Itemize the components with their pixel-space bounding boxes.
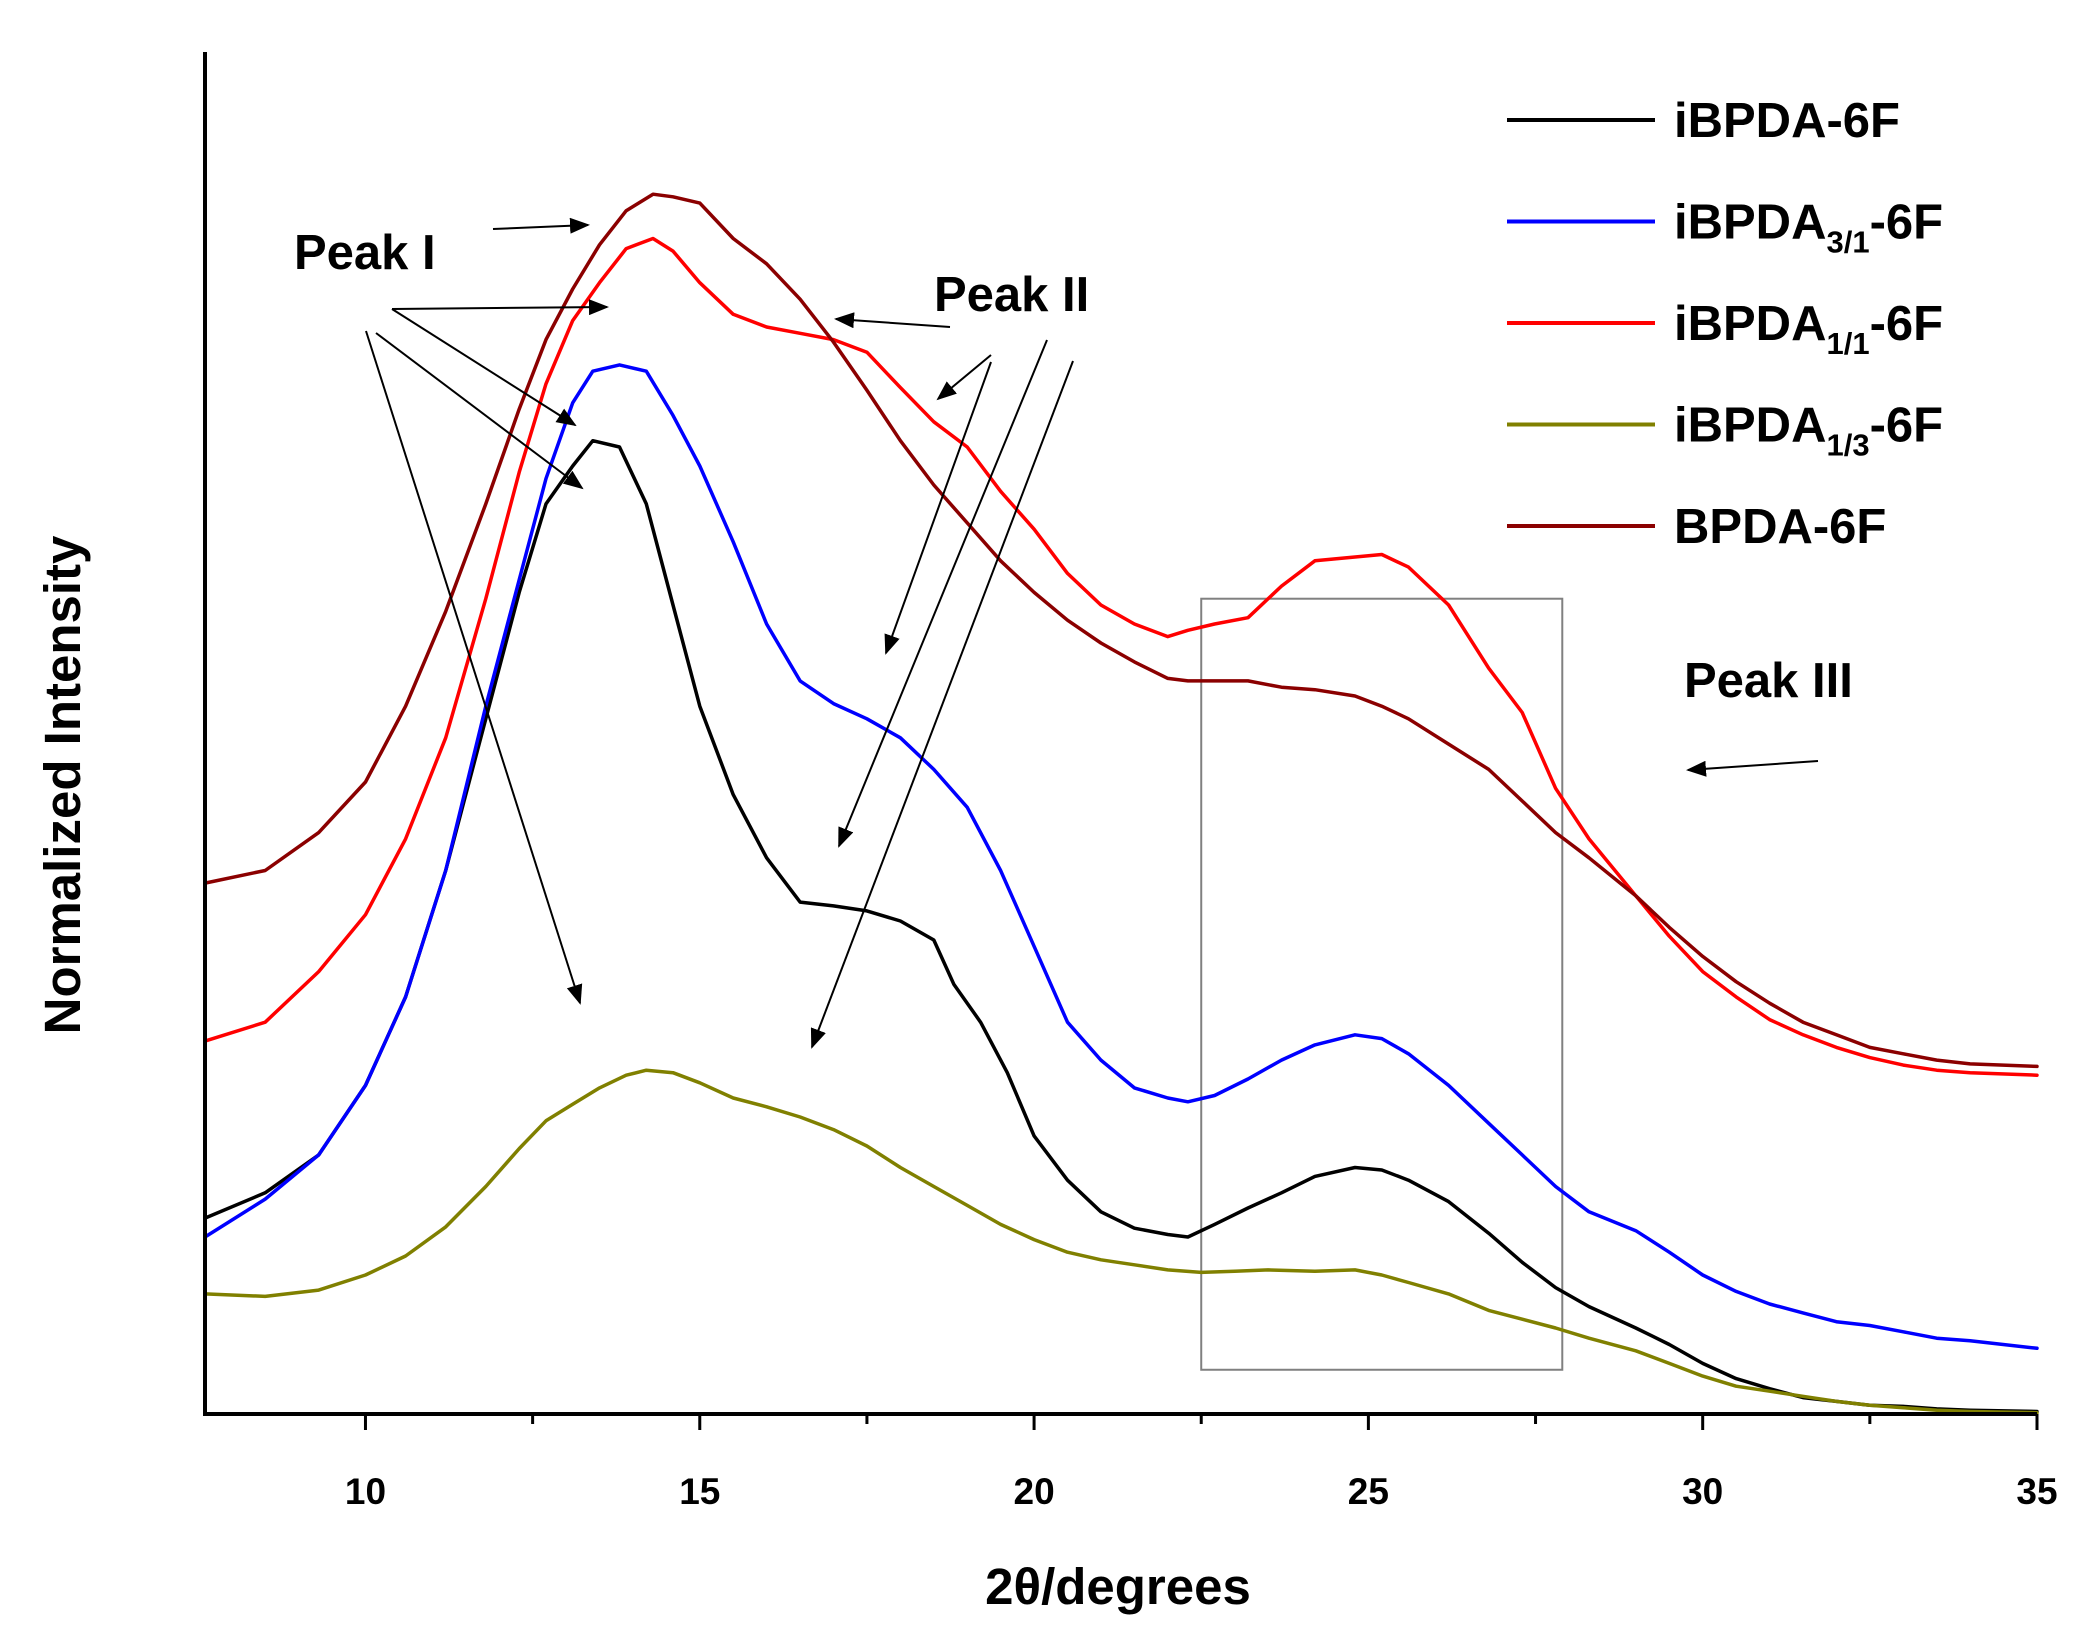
peak-2-arrow-bpda xyxy=(834,312,951,329)
peak-1-arrow-ibpda13 xyxy=(365,330,583,1005)
legend-label-1: iBPDA3/1-6F xyxy=(1674,196,1943,260)
legend: iBPDA-6F iBPDA3/1-6F iBPDA1/1-6F iBPDA1/3-6… xyxy=(1507,94,1943,554)
annotation-peak-2-label: Peak II xyxy=(934,268,1089,322)
legend-label-2: iBPDA1/1-6F xyxy=(1674,297,1943,361)
series-line-3 xyxy=(203,1068,2039,1415)
peak-2-arrow-ibpda31 xyxy=(884,361,992,655)
x-tick-label: 30 xyxy=(1682,1471,1723,1512)
annotation-peak-3-label: Peak III xyxy=(1684,654,1853,708)
annotations: Peak I Peak II Peak III xyxy=(294,217,1853,1049)
peak-2-arrow-ibpda11 xyxy=(936,354,992,401)
peak-1-arrow-header xyxy=(492,217,590,234)
highlight-box xyxy=(1200,597,1564,1371)
legend-label-3: iBPDA1/3-6F xyxy=(1674,399,1943,463)
series-line-2 xyxy=(203,236,2039,1077)
y-axis-title: Normalized Intensity xyxy=(34,535,91,1034)
x-tick-label: 10 xyxy=(345,1471,386,1512)
x-axis-title: 2θ/degrees xyxy=(985,1558,1251,1615)
series-line-4 xyxy=(203,192,2039,1069)
x-tick-label: 35 xyxy=(2016,1471,2057,1512)
x-tick-layer: 10 15 20 25 30 35 xyxy=(345,1414,2058,1512)
peak-2-arrow-ibpda xyxy=(838,339,1048,848)
series-layer xyxy=(203,192,2039,1415)
x-tick-label: 15 xyxy=(679,1471,720,1512)
peak-1-arrow-ibpda xyxy=(375,332,584,490)
highlight-box-layer xyxy=(1200,597,1564,1371)
x-tick-label: 20 xyxy=(1014,1471,1055,1512)
peak-2-arrow-ibpda13 xyxy=(810,360,1074,1049)
legend-label-4: BPDA-6F xyxy=(1674,500,1886,554)
axis-layer: 10 15 20 25 30 35 xyxy=(203,52,2058,1512)
peak-1-arrow-bpda xyxy=(391,299,609,316)
peak-3-arrow xyxy=(1686,760,1819,777)
series-line-0 xyxy=(203,438,2039,1414)
legend-label-0: iBPDA-6F xyxy=(1674,94,1900,148)
x-tick-label: 25 xyxy=(1348,1471,1389,1512)
peak-1-arrow-ibpda31 xyxy=(391,308,577,427)
annotation-peak-1-label: Peak I xyxy=(294,226,436,280)
